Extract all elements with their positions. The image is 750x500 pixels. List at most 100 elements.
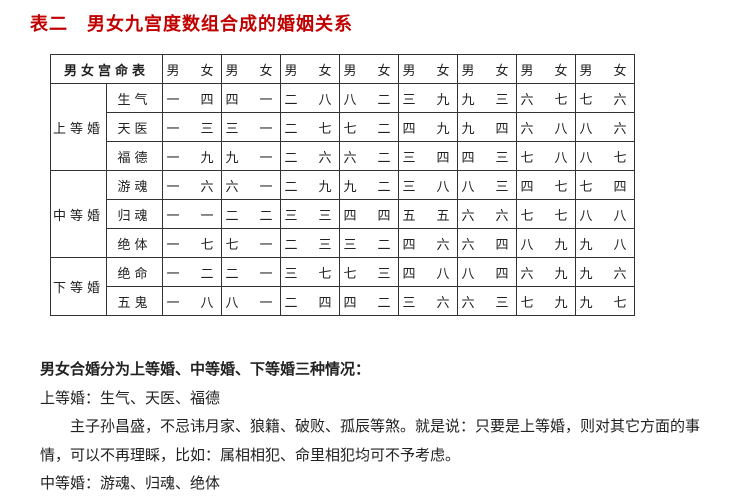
col-header: 男 女 xyxy=(517,55,576,84)
table-row: 绝体一 七七 一二 三三 二四 六六 四八 九九 八 xyxy=(51,229,635,258)
desc-heading: 男女合婚分为上等婚、中等婚、下等婚三种情况： xyxy=(40,356,720,385)
data-cell: 六 七 xyxy=(517,84,576,113)
table-row: 天医一 三三 一二 七七 二四 九九 四六 八八 六 xyxy=(51,113,635,142)
data-cell: 九 四 xyxy=(458,113,517,142)
data-cell: 二 一 xyxy=(222,258,281,287)
data-cell: 八 四 xyxy=(458,258,517,287)
page-title: 表二 男女九宫度数组合成的婚姻关系 xyxy=(30,10,720,36)
table-row: 五鬼一 八八 一二 四四 二三 六六 三七 九九 七 xyxy=(51,287,635,316)
col-header: 男 女 xyxy=(340,55,399,84)
col-header: 男 女 xyxy=(458,55,517,84)
data-cell: 七 九 xyxy=(517,287,576,316)
data-cell: 四 二 xyxy=(340,287,399,316)
col-header: 男 女 xyxy=(576,55,635,84)
data-cell: 四 八 xyxy=(399,258,458,287)
data-cell: 六 六 xyxy=(458,200,517,229)
data-cell: 一 九 xyxy=(163,142,222,171)
group-label: 上等婚 xyxy=(51,84,107,171)
data-cell: 七 三 xyxy=(340,258,399,287)
data-cell: 三 八 xyxy=(399,171,458,200)
data-cell: 七 八 xyxy=(517,142,576,171)
table-row: 上等婚生气一 四四 一二 八八 二三 九九 三六 七七 六 xyxy=(51,84,635,113)
data-cell: 一 六 xyxy=(163,171,222,200)
desc-line-upper: 上等婚：生气、天医、福德 xyxy=(40,385,720,414)
data-cell: 八 六 xyxy=(576,113,635,142)
desc-body: 主子孙昌盛，不忌讳月家、狼籍、破败、孤辰等煞。就是说：只要是上等婚，则对其它方面… xyxy=(40,413,720,470)
data-cell: 三 九 xyxy=(399,84,458,113)
data-cell: 二 二 xyxy=(222,200,281,229)
row-label: 归魂 xyxy=(107,200,163,229)
col-header: 男 女 xyxy=(222,55,281,84)
data-cell: 四 七 xyxy=(517,171,576,200)
data-cell: 六 九 xyxy=(517,258,576,287)
data-cell: 一 四 xyxy=(163,84,222,113)
data-cell: 一 一 xyxy=(163,200,222,229)
marriage-table: 男女宫命表 男 女 男 女 男 女 男 女 男 女 男 女 男 女 男 女 上等… xyxy=(50,54,635,316)
table-row: 归魂一 一二 二三 三四 四五 五六 六七 七八 八 xyxy=(51,200,635,229)
data-cell: 三 四 xyxy=(399,142,458,171)
desc-line-middle: 中等婚：游魂、归魂、绝体 xyxy=(40,470,720,499)
data-cell: 七 二 xyxy=(340,113,399,142)
data-cell: 九 七 xyxy=(576,287,635,316)
group-label: 下等婚 xyxy=(51,258,107,316)
data-cell: 三 二 xyxy=(340,229,399,258)
group-label: 中等婚 xyxy=(51,171,107,258)
data-cell: 二 六 xyxy=(281,142,340,171)
data-cell: 九 八 xyxy=(576,229,635,258)
data-cell: 三 七 xyxy=(281,258,340,287)
data-cell: 二 三 xyxy=(281,229,340,258)
data-cell: 八 九 xyxy=(517,229,576,258)
data-cell: 六 三 xyxy=(458,287,517,316)
data-cell: 七 一 xyxy=(222,229,281,258)
data-cell: 四 一 xyxy=(222,84,281,113)
data-cell: 一 八 xyxy=(163,287,222,316)
data-cell: 二 八 xyxy=(281,84,340,113)
data-cell: 六 八 xyxy=(517,113,576,142)
data-cell: 七 六 xyxy=(576,84,635,113)
data-cell: 一 三 xyxy=(163,113,222,142)
table-row: 中等婚游魂一 六六 一二 九九 二三 八八 三四 七七 四 xyxy=(51,171,635,200)
col-header: 男 女 xyxy=(399,55,458,84)
data-cell: 六 一 xyxy=(222,171,281,200)
row-label: 福德 xyxy=(107,142,163,171)
data-cell: 八 七 xyxy=(576,142,635,171)
data-cell: 三 三 xyxy=(281,200,340,229)
row-label: 天医 xyxy=(107,113,163,142)
data-cell: 七 四 xyxy=(576,171,635,200)
data-cell: 二 四 xyxy=(281,287,340,316)
data-cell: 一 二 xyxy=(163,258,222,287)
data-cell: 九 一 xyxy=(222,142,281,171)
data-cell: 九 二 xyxy=(340,171,399,200)
col-header: 男 女 xyxy=(281,55,340,84)
row-label: 绝体 xyxy=(107,229,163,258)
data-cell: 二 九 xyxy=(281,171,340,200)
header-row: 男女宫命表 男 女 男 女 男 女 男 女 男 女 男 女 男 女 男 女 xyxy=(51,55,635,84)
data-cell: 二 七 xyxy=(281,113,340,142)
data-cell: 六 四 xyxy=(458,229,517,258)
data-cell: 八 三 xyxy=(458,171,517,200)
data-cell: 八 八 xyxy=(576,200,635,229)
data-cell: 一 七 xyxy=(163,229,222,258)
data-cell: 七 七 xyxy=(517,200,576,229)
data-cell: 八 二 xyxy=(340,84,399,113)
table-row: 下等婚绝命一 二二 一三 七七 三四 八八 四六 九九 六 xyxy=(51,258,635,287)
data-cell: 九 六 xyxy=(576,258,635,287)
data-cell: 三 六 xyxy=(399,287,458,316)
data-cell: 三 一 xyxy=(222,113,281,142)
data-cell: 六 二 xyxy=(340,142,399,171)
row-label: 五鬼 xyxy=(107,287,163,316)
table-row: 福德一 九九 一二 六六 二三 四四 三七 八八 七 xyxy=(51,142,635,171)
row-label: 绝命 xyxy=(107,258,163,287)
data-cell: 四 四 xyxy=(340,200,399,229)
data-cell: 九 三 xyxy=(458,84,517,113)
description-block: 男女合婚分为上等婚、中等婚、下等婚三种情况： 上等婚：生气、天医、福德 主子孙昌… xyxy=(40,356,720,499)
data-cell: 五 五 xyxy=(399,200,458,229)
col-header: 男 女 xyxy=(163,55,222,84)
row-label: 生气 xyxy=(107,84,163,113)
data-cell: 四 九 xyxy=(399,113,458,142)
row-label: 游魂 xyxy=(107,171,163,200)
data-cell: 八 一 xyxy=(222,287,281,316)
data-cell: 四 六 xyxy=(399,229,458,258)
data-cell: 四 三 xyxy=(458,142,517,171)
corner-header: 男女宫命表 xyxy=(51,55,163,84)
